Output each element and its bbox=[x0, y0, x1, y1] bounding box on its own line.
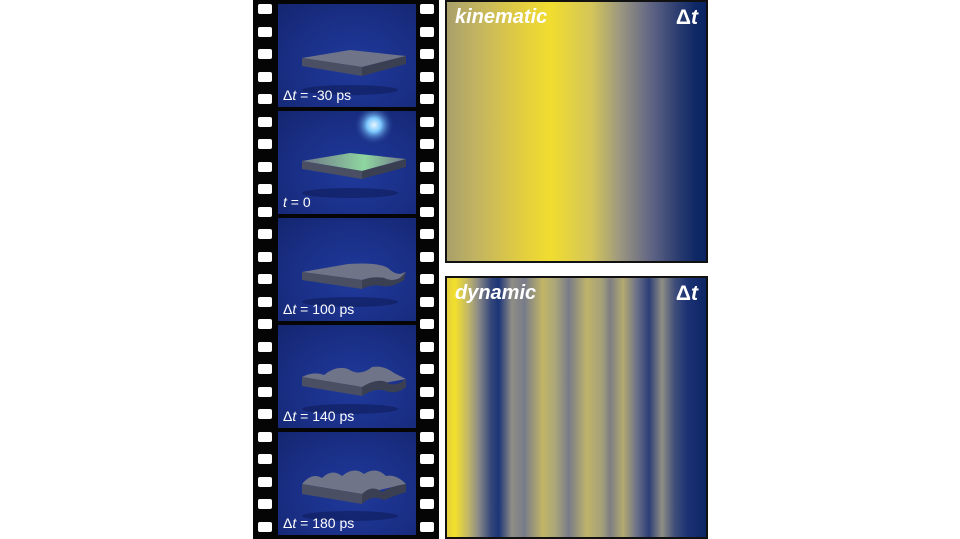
film-sprocket-hole bbox=[420, 296, 434, 307]
film-frame-4: Δt = 140 ps bbox=[278, 325, 416, 428]
film-sprocket-hole bbox=[258, 71, 272, 82]
film-sprocket-hole bbox=[258, 409, 272, 419]
frame-caption: Δt = -30 ps bbox=[283, 87, 352, 103]
film-sprocket-hole bbox=[420, 499, 434, 509]
film-sprocket-hole bbox=[420, 49, 434, 59]
film-sprocket-hole bbox=[258, 229, 272, 239]
film-sprocket-hole bbox=[258, 184, 272, 194]
kinematic-panel: kinematic Δt bbox=[445, 0, 708, 263]
film-sprocket-hole bbox=[420, 274, 434, 284]
film-sprocket-hole bbox=[258, 274, 272, 284]
frame-caption: Δt = 180 ps bbox=[283, 515, 355, 531]
film-sprocket-hole bbox=[258, 206, 272, 217]
film-sprocket-hole bbox=[420, 229, 434, 239]
panel-title: kinematic bbox=[455, 6, 548, 28]
frame-caption: Δt = 100 ps bbox=[283, 301, 355, 317]
film-sprocket-hole bbox=[420, 206, 434, 217]
film-sprocket-hole bbox=[258, 431, 272, 442]
film-sprocket-hole bbox=[420, 386, 434, 397]
film-sprocket-hole bbox=[420, 184, 434, 194]
film-sprocket-hole bbox=[420, 161, 434, 172]
film-sprocket-hole bbox=[258, 319, 272, 329]
beam-flat-icon bbox=[302, 50, 406, 95]
beam-excited-icon bbox=[302, 111, 406, 198]
film-sprocket-hole bbox=[258, 94, 272, 104]
frame-caption: Δt = 140 ps bbox=[283, 408, 355, 424]
film-frame-3: Δt = 100 ps bbox=[278, 218, 416, 321]
film-sprocket-hole bbox=[258, 4, 272, 14]
film-sprocket-hole bbox=[420, 454, 434, 464]
delta-t-label: Δt bbox=[675, 6, 698, 29]
dynamic-panel: dynamic Δt bbox=[445, 276, 708, 539]
film-sprocket-hole bbox=[420, 409, 434, 419]
film-sprocket-hole bbox=[420, 431, 434, 442]
film-sprocket-hole bbox=[258, 26, 272, 37]
film-sprocket-hole bbox=[258, 161, 272, 172]
film-sprocket-hole bbox=[258, 476, 272, 487]
panel-title: dynamic bbox=[455, 282, 537, 304]
film-sprocket-hole bbox=[258, 364, 272, 374]
film-sprocket-hole bbox=[258, 116, 272, 127]
film-sprocket-hole bbox=[258, 139, 272, 149]
film-sprocket-hole bbox=[258, 251, 272, 262]
film-sprocket-hole bbox=[258, 454, 272, 464]
film-sprocket-hole bbox=[420, 476, 434, 487]
light-pulse-icon bbox=[354, 111, 394, 145]
film-sprocket-hole bbox=[258, 296, 272, 307]
film-sprocket-hole bbox=[258, 499, 272, 509]
film-sprocket-hole bbox=[420, 26, 434, 37]
film-sprocket-hole bbox=[420, 4, 434, 14]
film-sprocket-hole bbox=[258, 341, 272, 352]
film-sprocket-hole bbox=[420, 71, 434, 82]
film-sprocket-hole bbox=[258, 49, 272, 59]
beam-rippled-icon bbox=[302, 470, 406, 521]
film-sprocket-hole bbox=[258, 521, 272, 532]
film-frame-5: Δt = 180 ps bbox=[278, 432, 416, 535]
film-sprocket-hole bbox=[420, 521, 434, 532]
beam-wavy-icon bbox=[302, 366, 406, 414]
film-frame-2: t = 0 bbox=[278, 111, 416, 214]
film-sprocket-hole bbox=[420, 251, 434, 262]
film-frame-1: Δt = -30 ps bbox=[278, 4, 416, 107]
film-sprocket-hole bbox=[420, 116, 434, 127]
film-sprocket-hole bbox=[420, 341, 434, 352]
film-sprocket-hole bbox=[420, 319, 434, 329]
film-sprocket-hole bbox=[420, 364, 434, 374]
delta-t-label: Δt bbox=[675, 282, 698, 305]
film-sprocket-hole bbox=[258, 386, 272, 397]
film-sprocket-hole bbox=[420, 139, 434, 149]
frame-caption: t = 0 bbox=[283, 194, 311, 210]
beam-bent-icon bbox=[302, 263, 406, 307]
film-sprocket-hole bbox=[420, 94, 434, 104]
